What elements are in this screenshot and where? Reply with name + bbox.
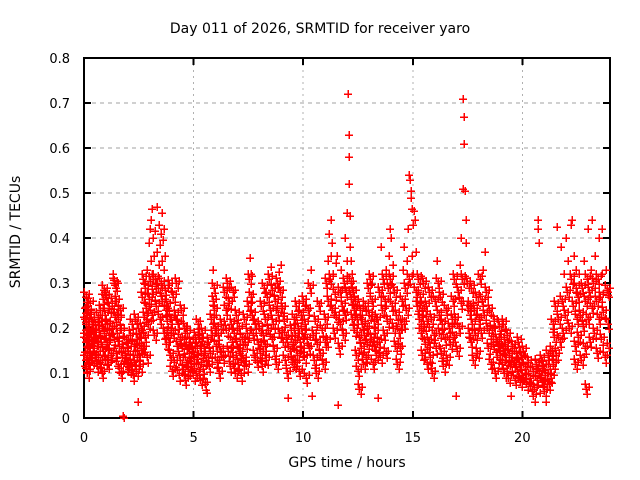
y-tick-label: 0.8 [49, 52, 70, 67]
y-tick-label: 0.5 [49, 187, 70, 202]
x-tick-label: 20 [514, 431, 531, 446]
y-tick-label: 0.7 [49, 97, 70, 112]
y-tick-label: 0.1 [49, 367, 70, 382]
x-axis-label: GPS time / hours [288, 455, 406, 471]
x-tick-label: 5 [189, 431, 197, 446]
plot-frame [83, 57, 611, 419]
y-tick-label: 0.2 [49, 322, 70, 337]
chart-title: Day 011 of 2026, SRMTID for receiver yar… [169, 21, 471, 37]
y-tick-label: 0 [62, 412, 70, 427]
y-tick-label: 0.3 [49, 277, 70, 292]
y-tick-label: 0.6 [49, 142, 70, 157]
x-tick-label: 10 [295, 431, 312, 446]
x-tick-label: 15 [404, 431, 421, 446]
y-tick-label: 0.4 [49, 232, 70, 247]
scatter-points [80, 90, 614, 422]
x-tick-label: 0 [80, 431, 88, 446]
